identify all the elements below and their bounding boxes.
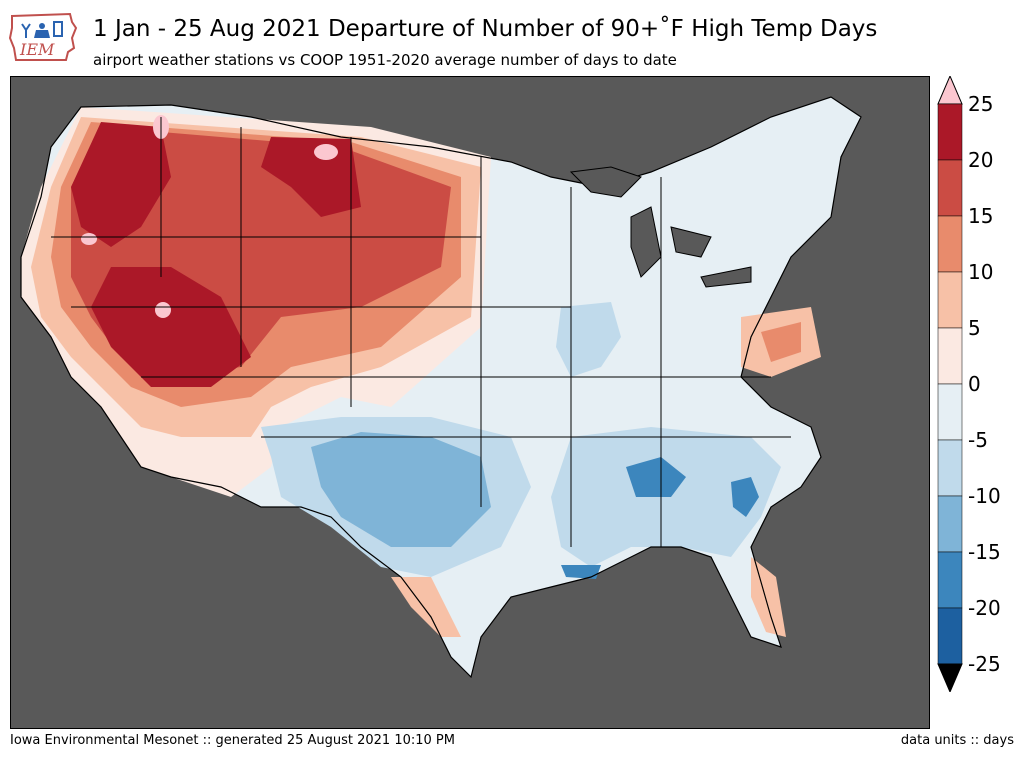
footer-units: data units :: days	[900, 733, 1014, 748]
colorbar-bin-10-15	[937, 215, 963, 273]
colorbar-bin-15-20	[937, 159, 963, 217]
map-panel[interactable]	[10, 76, 930, 729]
colorbar-label: 25	[968, 92, 994, 116]
page-title: 1 Jan - 25 Aug 2021 Departure of Number …	[93, 16, 878, 42]
contour-10-15-va	[761, 322, 801, 362]
contour-above-max-2	[314, 144, 338, 160]
colorbar-bin-0-5	[937, 327, 963, 385]
page-subtitle: airport weather stations vs COOP 1951-20…	[93, 51, 677, 69]
contour-above-max-3	[81, 233, 97, 245]
colorbar-label: 10	[968, 260, 994, 284]
colorbar-label: -25	[968, 652, 1001, 676]
colorbar-label: -15	[968, 540, 1001, 564]
contour-5-10-tx	[391, 577, 461, 637]
colorbar-bin-neg25-neg20	[937, 607, 963, 665]
contour-25-plus-nevada	[91, 267, 251, 387]
colorbar-below-min	[937, 663, 963, 694]
colorbar-label: -10	[968, 484, 1001, 508]
colorbar-bin-neg20-neg15	[937, 551, 963, 609]
colorbar-bin-20-25	[937, 103, 963, 161]
coastline	[20, 96, 862, 679]
state-borders	[51, 117, 791, 547]
great-lakes	[569, 166, 752, 288]
colorbar-above-max	[937, 74, 963, 105]
logo-text: IEM	[19, 40, 55, 59]
footer-credit: Iowa Environmental Mesonet :: generated …	[10, 733, 455, 748]
colorbar-bin-neg10-neg5	[937, 439, 963, 497]
contour-neg10-neg15-plains	[311, 432, 491, 547]
colorbar-label: 0	[968, 372, 981, 396]
contour-map	[20, 96, 862, 679]
contour-above-max-4	[155, 302, 171, 318]
colorbar-label: 20	[968, 148, 994, 172]
colorbar-label: -20	[968, 596, 1001, 620]
iem-logo: IEM	[8, 8, 78, 64]
colorbar-label: 15	[968, 204, 994, 228]
colorbar-bin-neg5-0	[937, 383, 963, 441]
contour-neg5-neg10-midwest	[556, 302, 621, 377]
contour-neg15-neg20-se	[626, 457, 686, 497]
colorbar-bin-neg15-neg10	[937, 495, 963, 553]
colorbar-label: 5	[968, 316, 981, 340]
contour-25-plus-nw	[71, 122, 171, 247]
colorbar-bin-5-10	[937, 271, 963, 329]
contour-25-plus-montana	[261, 137, 361, 217]
colorbar-label: -5	[968, 428, 988, 452]
contour-neg15-neg20-sc	[731, 477, 759, 517]
colorbar-labels: 25 20 15 10 5 0 -5 -10 -15 -20 -25	[968, 76, 1024, 692]
colorbar	[936, 74, 964, 694]
contour-neg15-neg20-la	[561, 565, 601, 579]
